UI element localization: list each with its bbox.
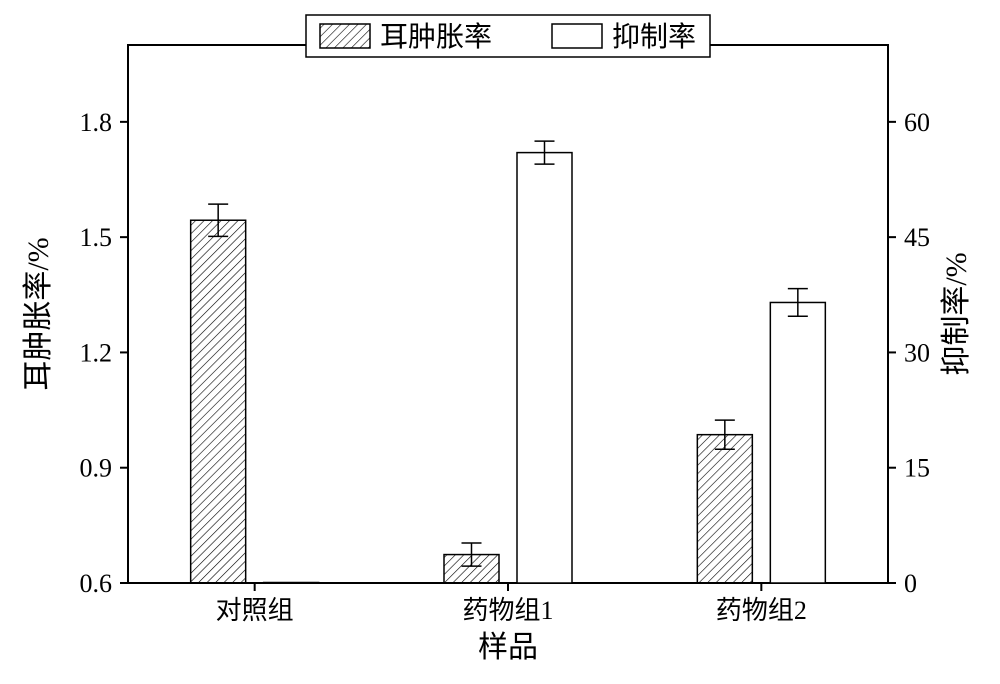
- left-tick-label: 0.6: [80, 569, 113, 598]
- right-tick-label: 15: [904, 454, 930, 483]
- left-axis-label: 耳肿胀率/%: [22, 237, 55, 390]
- left-tick-label: 0.9: [80, 454, 113, 483]
- bar-series2: [517, 153, 572, 583]
- bar-series2: [264, 583, 319, 584]
- right-tick-label: 60: [904, 108, 930, 137]
- bar-series1: [697, 435, 752, 583]
- right-tick-label: 45: [904, 223, 930, 252]
- left-tick-label: 1.2: [80, 338, 113, 367]
- bar-series1: [191, 220, 246, 583]
- chart-svg: 0.6 0.9 1.2 1.5 1.8 0 15 30 45 60 对照组 药物组1 药物组2 耳肿胀率/…: [0, 0, 1000, 684]
- x-category-label: 药物组1: [462, 596, 553, 625]
- right-tick-label: 30: [904, 338, 930, 367]
- x-category-label: 药物组2: [716, 596, 807, 625]
- right-axis-label: 抑制率/%: [940, 252, 973, 375]
- x-axis-label: 样品: [478, 631, 538, 664]
- left-tick-label: 1.5: [80, 223, 113, 252]
- legend-label-series2: 抑制率: [612, 21, 696, 53]
- bar-series2: [770, 302, 825, 583]
- legend-swatch-series2: [552, 24, 602, 48]
- right-tick-label: 0: [904, 569, 917, 598]
- legend-swatch-series1: [320, 24, 370, 48]
- x-category-label: 对照组: [216, 596, 294, 625]
- bar-chart-dual-axis: 0.6 0.9 1.2 1.5 1.8 0 15 30 45 60 对照组 药物组1 药物组2 耳肿胀率/…: [0, 0, 1000, 684]
- legend-label-series1: 耳肿胀率: [380, 21, 492, 53]
- left-tick-label: 1.8: [80, 108, 113, 137]
